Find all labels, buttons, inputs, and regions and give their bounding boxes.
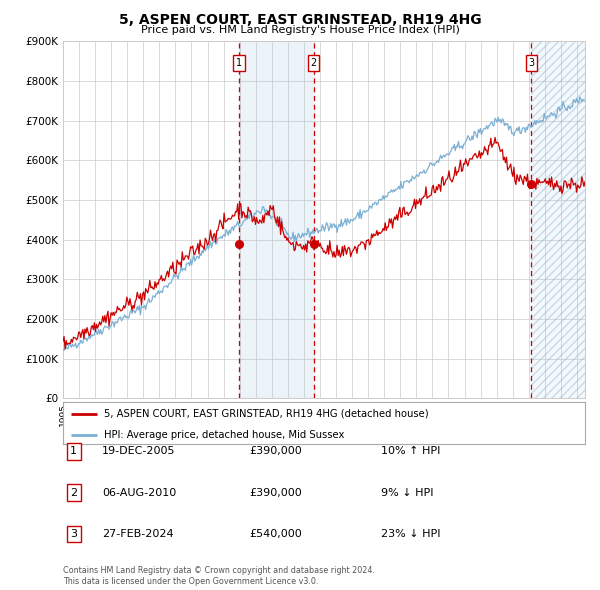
Text: 1: 1 [236, 58, 242, 68]
Text: 5, ASPEN COURT, EAST GRINSTEAD, RH19 4HG: 5, ASPEN COURT, EAST GRINSTEAD, RH19 4HG [119, 13, 481, 27]
Text: Price paid vs. HM Land Registry's House Price Index (HPI): Price paid vs. HM Land Registry's House … [140, 25, 460, 35]
Text: 2: 2 [310, 58, 317, 68]
Text: 2: 2 [70, 488, 77, 497]
Text: 5, ASPEN COURT, EAST GRINSTEAD, RH19 4HG (detached house): 5, ASPEN COURT, EAST GRINSTEAD, RH19 4HG… [104, 409, 428, 419]
Text: This data is licensed under the Open Government Licence v3.0.: This data is licensed under the Open Gov… [63, 577, 319, 586]
Text: 23% ↓ HPI: 23% ↓ HPI [381, 529, 440, 539]
Text: 3: 3 [70, 529, 77, 539]
Text: 19-DEC-2005: 19-DEC-2005 [102, 447, 176, 456]
Text: £390,000: £390,000 [249, 447, 302, 456]
Bar [532, 41, 585, 398]
Text: 3: 3 [528, 58, 535, 68]
Bar [532, 41, 585, 398]
Bar [239, 41, 314, 398]
Text: HPI: Average price, detached house, Mid Sussex: HPI: Average price, detached house, Mid … [104, 430, 344, 440]
Text: £390,000: £390,000 [249, 488, 302, 497]
Text: £540,000: £540,000 [249, 529, 302, 539]
Text: 06-AUG-2010: 06-AUG-2010 [102, 488, 176, 497]
Text: Contains HM Land Registry data © Crown copyright and database right 2024.: Contains HM Land Registry data © Crown c… [63, 566, 375, 575]
Text: 10% ↑ HPI: 10% ↑ HPI [381, 447, 440, 456]
Text: 9% ↓ HPI: 9% ↓ HPI [381, 488, 433, 497]
Text: 27-FEB-2024: 27-FEB-2024 [102, 529, 173, 539]
Bar [532, 41, 585, 398]
Text: 1: 1 [70, 447, 77, 456]
